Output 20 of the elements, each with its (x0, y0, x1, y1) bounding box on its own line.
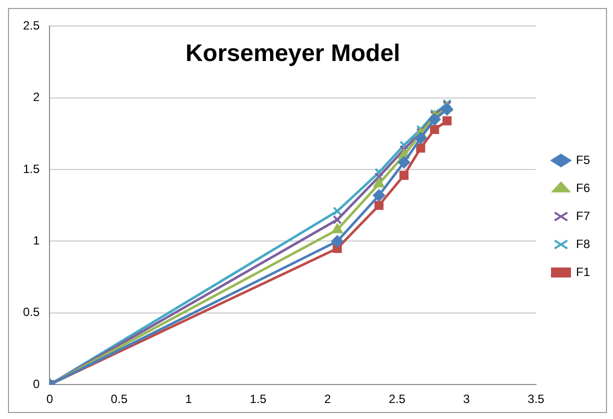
legend-label: F6 (576, 180, 590, 195)
legend-label: F5 (576, 152, 590, 167)
y-tick-label: 0 (32, 376, 40, 391)
y-tick-label: 1.5 (22, 162, 40, 176)
x-tick-label: 1.5 (250, 392, 267, 406)
legend-label: F1 (576, 264, 590, 279)
x-tick-label: 0 (46, 392, 54, 406)
y-tick-label: 2 (32, 90, 40, 104)
x-tick-label: 0.5 (110, 392, 128, 406)
x-tick-label: 3.5 (528, 392, 545, 406)
legend-label: F8 (576, 236, 590, 251)
x-tick-label: 2 (324, 392, 332, 406)
legend-label: F7 (576, 208, 590, 223)
y-tick-label: 0.5 (22, 305, 40, 320)
x-tick-label: 1 (185, 392, 192, 406)
text: Korsemeyer Model (185, 40, 400, 67)
x-tick-label: 2.5 (388, 392, 406, 406)
y-tick-label: 1 (32, 234, 40, 248)
y-tick-label: 2.5 (22, 18, 40, 33)
x-tick-label: 3 (463, 392, 470, 406)
